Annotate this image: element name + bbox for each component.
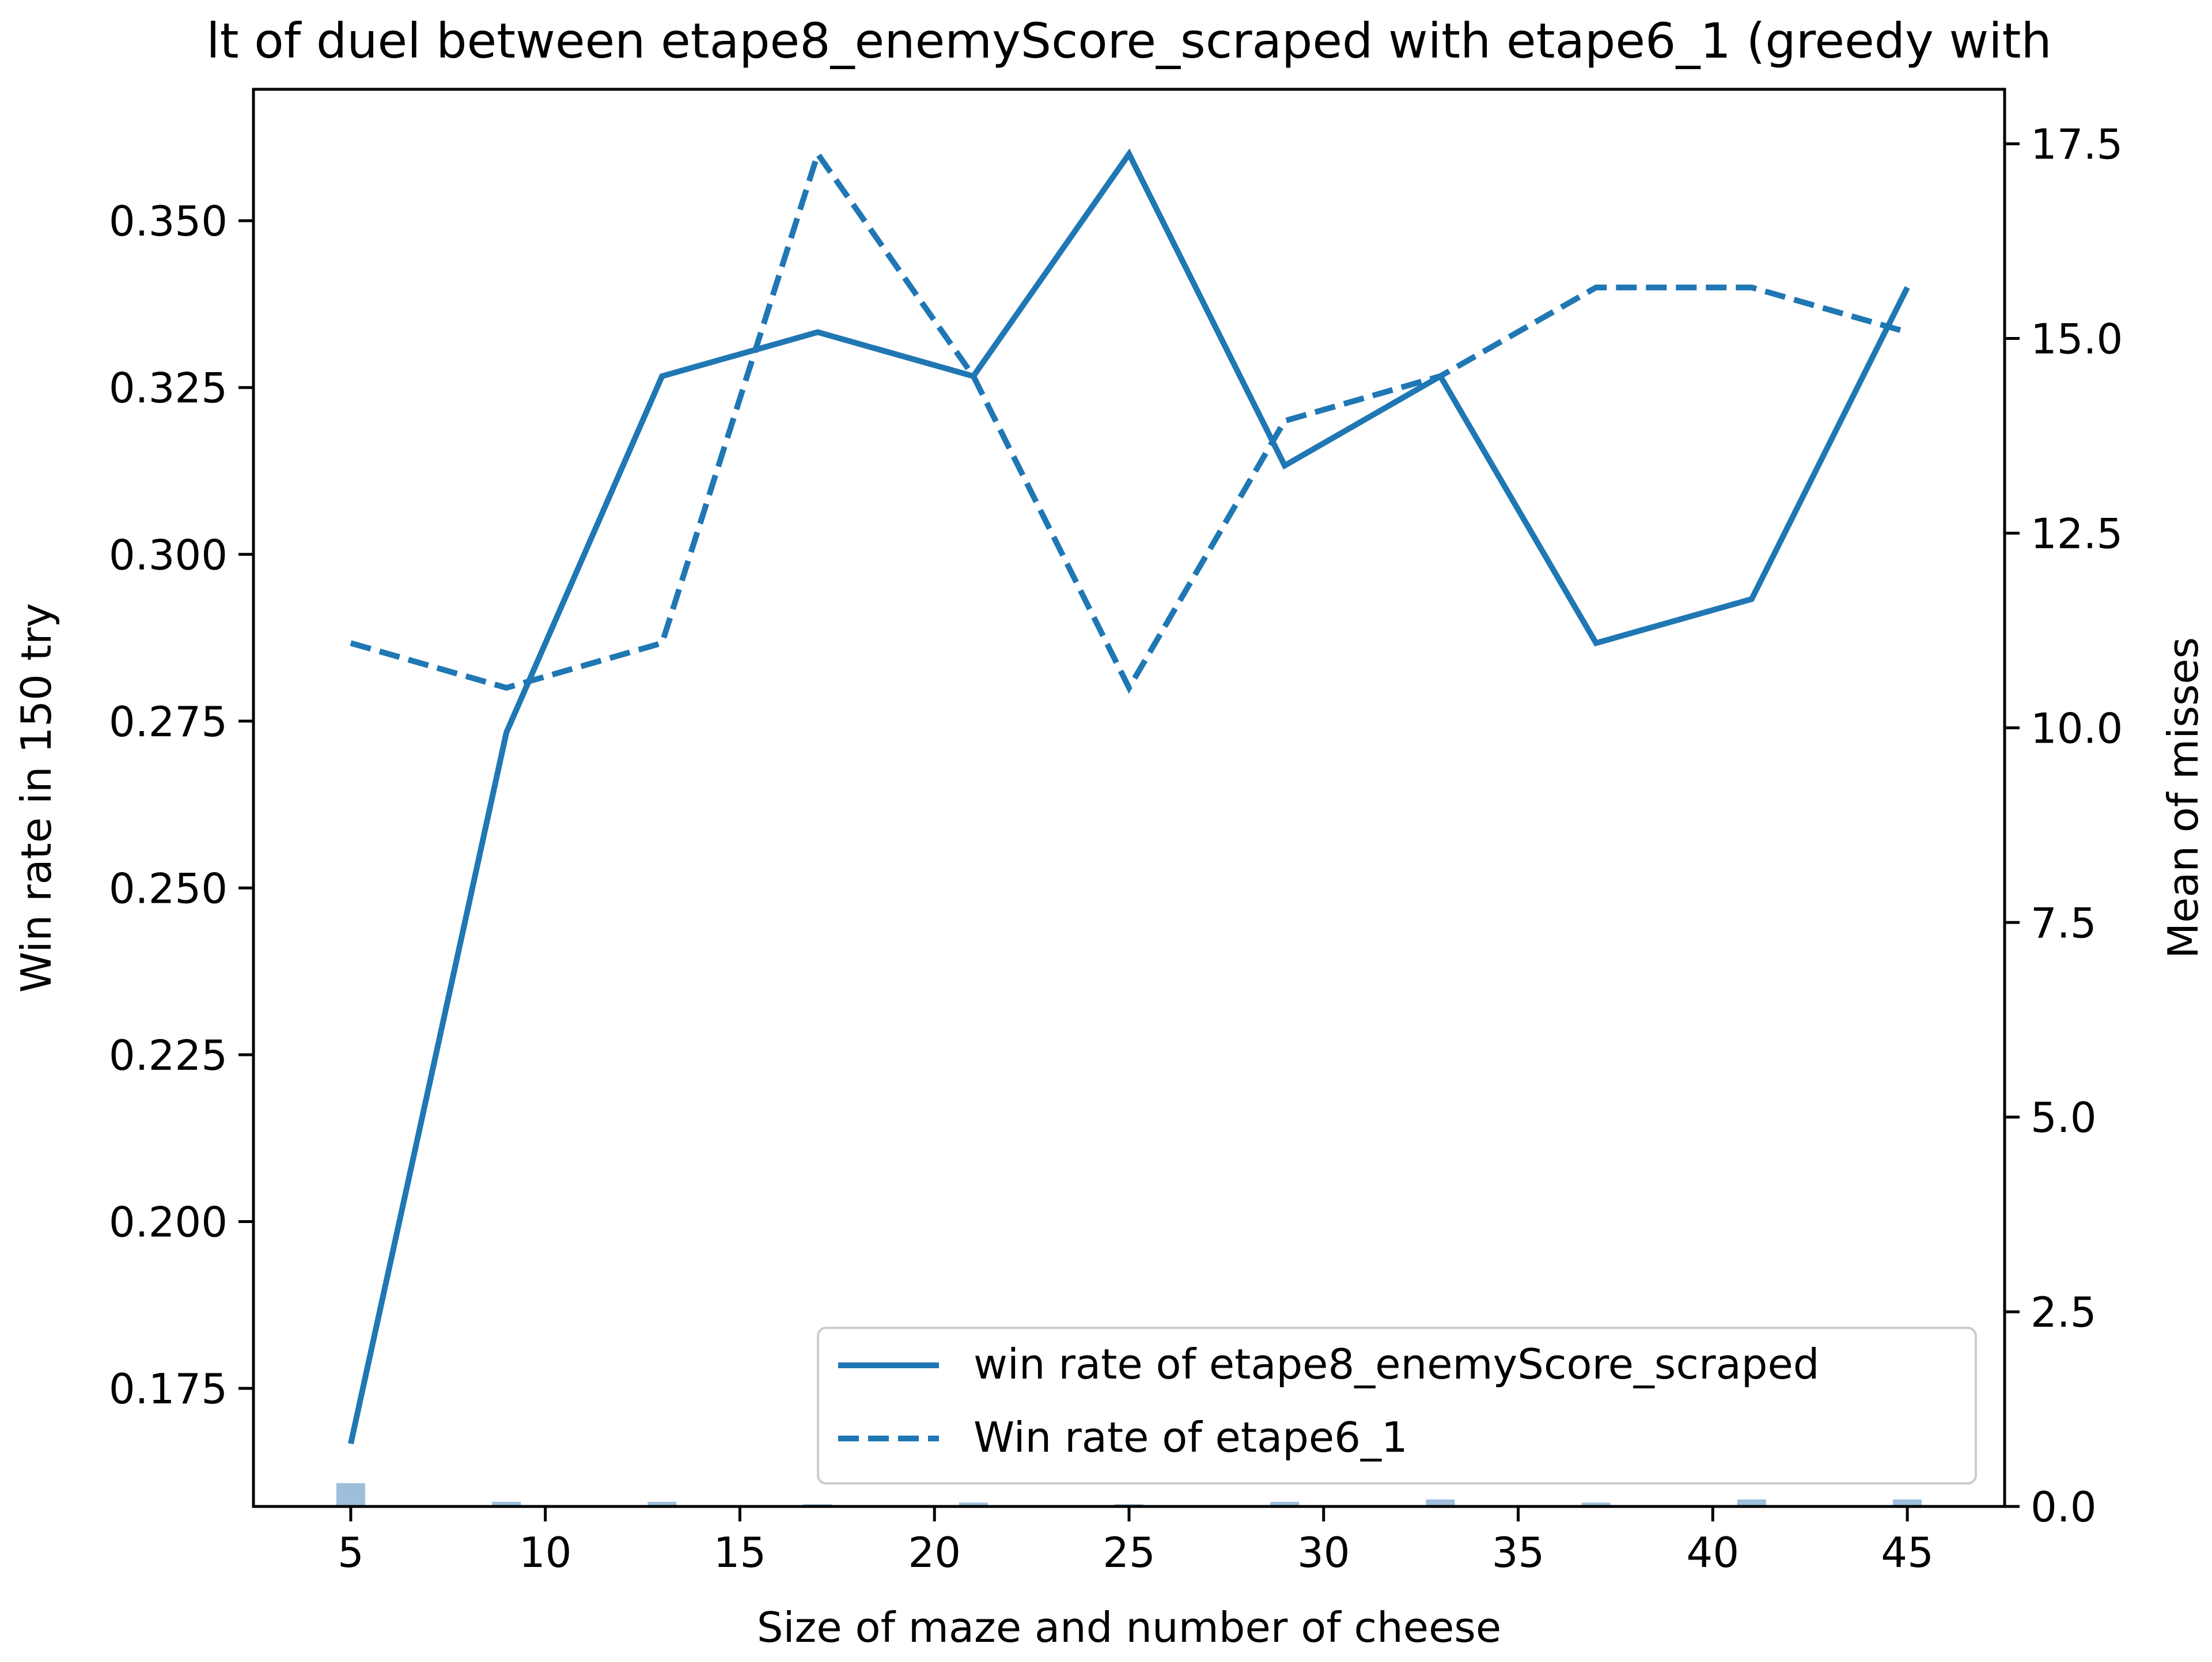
x-axis-label: Size of maze and number of cheese: [757, 1603, 1501, 1652]
y2-axis-label: Mean of misses: [2159, 637, 2207, 959]
x-tick-label: 30: [1297, 1528, 1350, 1577]
y2-tick-label: 10.0: [2031, 704, 2123, 752]
y2-tick-label: 2.5: [2031, 1288, 2097, 1337]
y-tick-label: 0.250: [109, 864, 228, 913]
bar: [1426, 1499, 1455, 1506]
x-tick-label: 40: [1687, 1528, 1740, 1577]
bar: [647, 1501, 677, 1506]
legend: win rate of etape8_enemyScore_scraped Wi…: [817, 1327, 1977, 1485]
x-tick-label: 45: [1881, 1528, 1934, 1577]
x-tick-label: 5: [338, 1528, 364, 1577]
bar: [959, 1502, 988, 1506]
y-tick-label: 0.225: [109, 1031, 228, 1080]
legend-label-dashed: Win rate of etape6_1: [974, 1413, 1408, 1462]
x-tick-label: 35: [1492, 1528, 1545, 1577]
y-tick-label: 0.350: [109, 197, 228, 245]
y2-tick-label: 17.5: [2031, 120, 2123, 169]
y2-tick-label: 5.0: [2031, 1093, 2097, 1142]
y-tick-label: 0.275: [109, 698, 228, 746]
x-tick-label: 10: [519, 1528, 572, 1577]
bar: [1581, 1502, 1611, 1506]
y-axis-left: 0.175 0.200 0.225 0.250 0.275 0.300 0.325 0.350: [109, 197, 253, 1413]
series-line-dashed: [350, 147, 1908, 694]
bars-layer: [336, 1483, 1922, 1506]
bar: [1893, 1499, 1922, 1506]
y-tick-label: 0.300: [109, 531, 228, 579]
y-axis-label: Win rate in 150 try: [12, 603, 60, 993]
bar: [492, 1501, 521, 1506]
y-tick-label: 0.175: [109, 1365, 228, 1413]
chart-title: lt of duel between etape8_enemyScore_scr…: [206, 13, 2051, 69]
y-tick-label: 0.200: [109, 1198, 228, 1246]
legend-box: [817, 1327, 1977, 1485]
y2-tick-label: 7.5: [2031, 899, 2097, 947]
legend-label-solid: win rate of etape8_enemyScore_scraped: [974, 1340, 1819, 1388]
y2-tick-label: 0.0: [2031, 1483, 2097, 1531]
bar: [336, 1483, 365, 1506]
bar: [1270, 1501, 1300, 1506]
y-axis-right: 0.0 2.5 5.0 7.5 10.0 12.5 15.0 17.5: [2005, 120, 2123, 1531]
bar: [1737, 1499, 1766, 1506]
y-tick-label: 0.325: [109, 364, 228, 412]
x-tick-label: 20: [908, 1528, 961, 1577]
y2-tick-label: 15.0: [2031, 315, 2123, 364]
x-tick-label: 25: [1103, 1528, 1156, 1577]
x-axis: 5 10 15 20 25 30 35 40 45: [338, 1506, 1934, 1577]
lines-layer: [348, 147, 1910, 1445]
y2-tick-label: 12.5: [2031, 509, 2123, 558]
series-line-solid: [348, 148, 1910, 1445]
x-tick-label: 15: [714, 1528, 767, 1577]
